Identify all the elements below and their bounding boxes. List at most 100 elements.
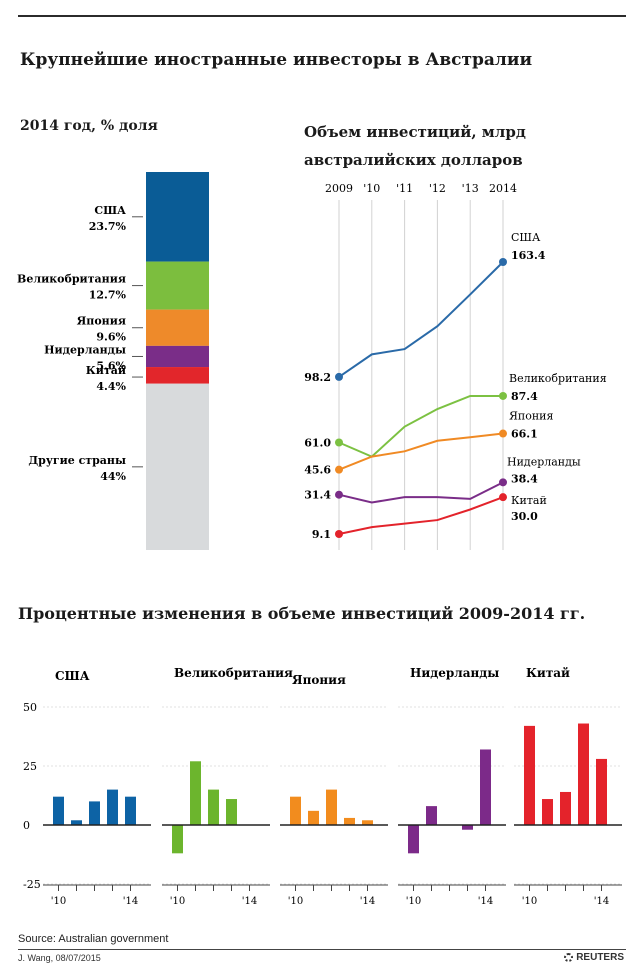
share-label: Китай — [86, 364, 126, 377]
series-line — [338, 394, 503, 458]
series-start-point — [335, 530, 343, 538]
year-tick-label: '12 — [429, 182, 446, 195]
change-bar — [462, 825, 473, 830]
reuters-logo: REUTERS — [564, 952, 624, 963]
change-bar — [480, 749, 491, 825]
share-label: Великобритания — [17, 273, 126, 286]
brand-label: REUTERS — [576, 952, 624, 963]
share-label: Нидерланды — [44, 343, 126, 356]
series-start-label: 61.0 — [304, 437, 331, 450]
share-label: Япония — [77, 315, 126, 328]
series-start-point — [335, 372, 343, 381]
x-tick-label: '10 — [51, 896, 66, 907]
series-line — [338, 496, 504, 535]
x-tick-label: '14 — [478, 896, 493, 907]
change-bar — [578, 723, 589, 825]
change-bar — [190, 761, 201, 825]
series-end-point — [499, 429, 507, 438]
share-segment — [146, 383, 209, 550]
series-start-label: 98.2 — [304, 371, 331, 384]
change-bar — [344, 817, 355, 825]
source-note: Source: Australian government — [18, 933, 169, 945]
panel-title: США — [55, 669, 90, 683]
top-rule — [18, 15, 626, 17]
series-start-label: 45.6 — [304, 464, 331, 477]
series-end-point — [499, 391, 507, 400]
change-bar — [408, 825, 419, 854]
panel-title: Великобритания — [174, 666, 293, 680]
share-label: США — [94, 204, 126, 217]
year-tick-label: 2009 — [325, 182, 353, 195]
bottom-rule — [18, 949, 626, 950]
y-tick-label: -25 — [23, 878, 41, 891]
share-segment — [146, 172, 209, 262]
series-line — [338, 481, 504, 504]
change-bar — [542, 799, 553, 825]
year-tick-label: '10 — [363, 182, 380, 195]
series-line — [338, 432, 504, 471]
x-tick-label: '14 — [242, 896, 257, 907]
change-bar — [326, 789, 337, 825]
series-start-point — [335, 465, 343, 474]
year-tick-label: '13 — [462, 182, 479, 195]
year-tick-label: '11 — [396, 182, 413, 195]
change-bar — [107, 789, 118, 825]
panel-title: Нидерланды — [410, 666, 499, 680]
share-label: Другие страны — [28, 454, 126, 467]
series-end-label: 163.4 — [511, 249, 546, 262]
change-bar — [308, 810, 319, 825]
y-tick-label: 25 — [23, 760, 37, 773]
credit-note: J. Wang, 08/07/2015 — [18, 953, 101, 963]
x-tick-label: '14 — [594, 896, 609, 907]
y-tick-label: 0 — [23, 819, 30, 832]
change-bar — [596, 758, 607, 825]
series-name-label: Нидерланды — [507, 455, 581, 468]
volume-chart-title: Объем инвестиций, млрд австралийских дол… — [304, 123, 526, 169]
change-bar — [125, 796, 136, 825]
share-value-label: 4.4% — [96, 380, 126, 393]
share-value-label: 12.7% — [89, 289, 127, 302]
series-end-label: 30.0 — [511, 510, 538, 523]
change-bar — [524, 725, 535, 825]
panel-title: Китай — [526, 666, 570, 680]
change-bar — [226, 799, 237, 825]
change-bar — [89, 801, 100, 825]
x-tick-label: '10 — [288, 896, 303, 907]
y-tick-label: 50 — [23, 701, 37, 714]
series-start-label: 9.1 — [312, 528, 331, 541]
share-chart-title: 2014 год, % доля — [20, 118, 158, 134]
change-bar — [172, 825, 183, 854]
year-tick-label: 2014 — [489, 182, 517, 195]
change-bar — [560, 791, 571, 825]
series-end-point — [499, 493, 507, 502]
change-chart-title: Процентные изменения в объеме инвестиций… — [18, 604, 586, 623]
series-end-point — [499, 478, 507, 487]
share-value-label: 9.6% — [96, 331, 126, 344]
share-segment — [146, 345, 209, 368]
page-title: Крупнейшие иностранные инвесторы в Австр… — [20, 50, 533, 70]
series-name-label: Китай — [511, 494, 547, 507]
series-name-label: Япония — [509, 410, 554, 423]
series-end-label: 38.4 — [511, 472, 538, 485]
share-segment — [146, 309, 209, 346]
series-end-label: 66.1 — [511, 428, 538, 441]
change-bar — [426, 806, 437, 825]
x-tick-label: '10 — [170, 896, 185, 907]
share-segment — [146, 261, 209, 310]
series-start-point — [335, 490, 343, 499]
panel-title: Япония — [292, 673, 346, 687]
change-bar — [208, 789, 219, 825]
change-bar — [53, 796, 64, 825]
share-value-label: 44% — [100, 470, 126, 483]
change-bar — [71, 820, 82, 825]
series-start-point — [335, 438, 343, 447]
series-end-point — [499, 258, 507, 266]
series-name-label: Великобритания — [509, 372, 607, 385]
share-segment — [146, 367, 209, 384]
share-value-label: 5.6% — [96, 359, 126, 372]
change-bar — [362, 820, 373, 825]
x-tick-label: '14 — [123, 896, 138, 907]
series-end-label: 87.4 — [511, 390, 538, 403]
change-bar — [290, 796, 301, 825]
